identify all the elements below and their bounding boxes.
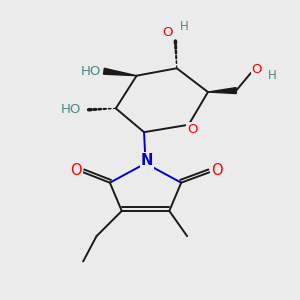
Text: N: N	[141, 153, 153, 168]
Text: O: O	[211, 163, 223, 178]
Text: H: H	[180, 20, 189, 33]
Text: O: O	[70, 163, 82, 178]
Text: H: H	[268, 69, 277, 82]
Text: O: O	[252, 63, 262, 76]
Polygon shape	[103, 68, 136, 76]
Text: O: O	[163, 26, 173, 39]
Text: HO: HO	[61, 103, 81, 116]
Polygon shape	[208, 88, 236, 94]
Text: HO: HO	[80, 65, 101, 78]
Text: O: O	[187, 123, 197, 136]
